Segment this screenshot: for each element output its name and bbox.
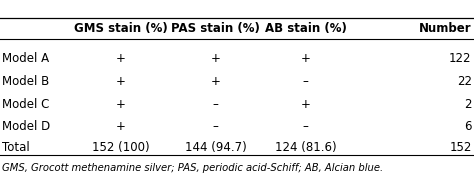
Text: –: –: [213, 98, 219, 111]
Text: Model D: Model D: [2, 120, 51, 133]
Text: +: +: [116, 98, 126, 111]
Text: AB stain (%): AB stain (%): [265, 22, 346, 35]
Text: 152: 152: [449, 141, 472, 154]
Text: +: +: [116, 75, 126, 88]
Text: GMS stain (%): GMS stain (%): [74, 22, 168, 35]
Text: Total: Total: [2, 141, 30, 154]
Text: 122: 122: [449, 52, 472, 65]
Text: 152 (100): 152 (100): [92, 141, 150, 154]
Text: 2: 2: [464, 98, 472, 111]
Text: +: +: [116, 120, 126, 133]
Text: +: +: [301, 52, 310, 65]
Text: Model B: Model B: [2, 75, 50, 88]
Text: +: +: [116, 52, 126, 65]
Text: Model A: Model A: [2, 52, 49, 65]
Text: 144 (94.7): 144 (94.7): [185, 141, 246, 154]
Text: +: +: [301, 98, 310, 111]
Text: +: +: [211, 52, 220, 65]
Text: +: +: [211, 75, 220, 88]
Text: Model C: Model C: [2, 98, 50, 111]
Text: –: –: [303, 120, 309, 133]
Text: GMS, Grocott methenamine silver; PAS, periodic acid-Schiff; AB, Alcian blue.: GMS, Grocott methenamine silver; PAS, pe…: [2, 163, 383, 173]
Text: –: –: [213, 120, 219, 133]
Text: 124 (81.6): 124 (81.6): [275, 141, 337, 154]
Text: Number: Number: [419, 22, 472, 35]
Text: PAS stain (%): PAS stain (%): [171, 22, 260, 35]
Text: 22: 22: [456, 75, 472, 88]
Text: 6: 6: [464, 120, 472, 133]
Text: –: –: [303, 75, 309, 88]
